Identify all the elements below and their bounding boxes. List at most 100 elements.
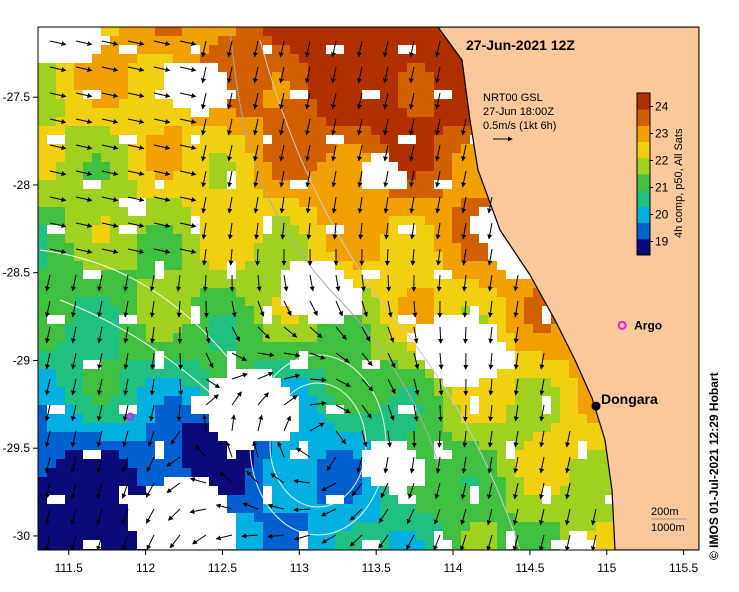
current-arrow — [153, 222, 171, 229]
sst-cell — [344, 495, 353, 504]
sst-cell — [398, 153, 407, 162]
current-arrow — [123, 352, 129, 370]
current-arrow — [153, 40, 171, 47]
sst-cell — [191, 252, 200, 261]
sst-cell — [137, 351, 146, 360]
sst-cell — [137, 126, 146, 135]
sst-cell — [128, 441, 137, 450]
sst-cell — [263, 90, 272, 99]
sst-cell — [281, 216, 290, 225]
sst-cell — [362, 405, 371, 414]
sst-cell — [101, 117, 110, 126]
sst-cell — [371, 261, 380, 270]
sst-cell — [110, 369, 119, 378]
sst-cell — [128, 360, 137, 369]
sst-cell — [236, 63, 245, 72]
sst-cell — [164, 36, 173, 45]
sst-cell — [119, 126, 128, 135]
sst-cell — [92, 189, 101, 198]
sst-cell — [254, 99, 263, 108]
sst-cell — [353, 225, 362, 234]
sst-cell — [101, 441, 110, 450]
sst-cell — [362, 27, 371, 36]
current-arrow — [357, 144, 363, 162]
sst-cell — [398, 513, 407, 522]
current-arrow — [382, 40, 389, 58]
sst-cell — [515, 288, 524, 297]
current-arrow — [226, 40, 233, 58]
sst-cell — [182, 162, 191, 171]
sst-cell — [281, 531, 290, 540]
sst-cell — [317, 540, 326, 549]
sst-cell — [47, 99, 56, 108]
sst-cell — [101, 252, 110, 261]
sst-cell — [704, 108, 713, 117]
sst-cell — [281, 468, 290, 477]
sst-cell — [587, 414, 596, 423]
current-arrow — [127, 40, 145, 47]
sst-cell — [218, 351, 227, 360]
sst-cell — [263, 333, 272, 342]
sst-cell — [236, 324, 245, 333]
sst-cell — [101, 234, 110, 243]
sst-cell — [551, 333, 560, 342]
sst-cell — [173, 234, 182, 243]
sst-cell — [434, 297, 443, 306]
sst-cell — [416, 441, 425, 450]
sst-cell — [47, 486, 56, 495]
sst-cell — [137, 81, 146, 90]
sst-cell — [371, 243, 380, 252]
sst-cell — [236, 252, 245, 261]
sst-cell — [317, 387, 326, 396]
sst-cell — [497, 450, 506, 459]
sst-cell — [317, 324, 326, 333]
sst-cell — [74, 342, 83, 351]
sst-cell — [254, 144, 263, 153]
sst-cell — [65, 306, 74, 315]
sst-cell — [83, 378, 92, 387]
sst-cell — [128, 108, 137, 117]
sst-cell — [353, 495, 362, 504]
sst-cell — [434, 81, 443, 90]
sst-cell — [173, 414, 182, 423]
sst-cell — [335, 234, 344, 243]
sst-cell — [56, 189, 65, 198]
sst-cell — [137, 360, 146, 369]
current-arrow — [127, 92, 145, 99]
sst-cell — [209, 477, 218, 486]
sst-cell — [119, 513, 128, 522]
sst-cell — [47, 360, 56, 369]
sst-cell — [533, 333, 542, 342]
sst-cell — [110, 342, 119, 351]
current-arrow — [153, 196, 171, 203]
sst-cell — [83, 279, 92, 288]
sst-cell — [551, 414, 560, 423]
sst-cell — [704, 351, 713, 360]
sst-cell — [299, 126, 308, 135]
sst-cell — [110, 99, 119, 108]
sst-cell — [290, 459, 299, 468]
sst-cell — [479, 450, 488, 459]
sst-cell — [515, 369, 524, 378]
sst-cell — [515, 513, 524, 522]
sst-cell — [281, 495, 290, 504]
sst-cell — [398, 261, 407, 270]
sst-cell — [362, 252, 371, 261]
sst-cell — [515, 522, 524, 531]
sst-cell — [65, 378, 74, 387]
sst-cell — [434, 495, 443, 504]
current-arrow — [409, 170, 415, 188]
current-arrow — [44, 456, 51, 474]
sst-cell — [137, 396, 146, 405]
sst-cell — [353, 342, 362, 351]
sst-cell — [569, 405, 578, 414]
sst-cell — [290, 504, 299, 513]
sst-cell — [74, 369, 83, 378]
sst-cell — [398, 234, 407, 243]
sst-cell — [452, 72, 461, 81]
sst-cell — [245, 351, 254, 360]
sst-cell — [38, 297, 47, 306]
sst-cell — [434, 513, 443, 522]
sst-cell — [596, 450, 605, 459]
sst-cell — [227, 468, 236, 477]
